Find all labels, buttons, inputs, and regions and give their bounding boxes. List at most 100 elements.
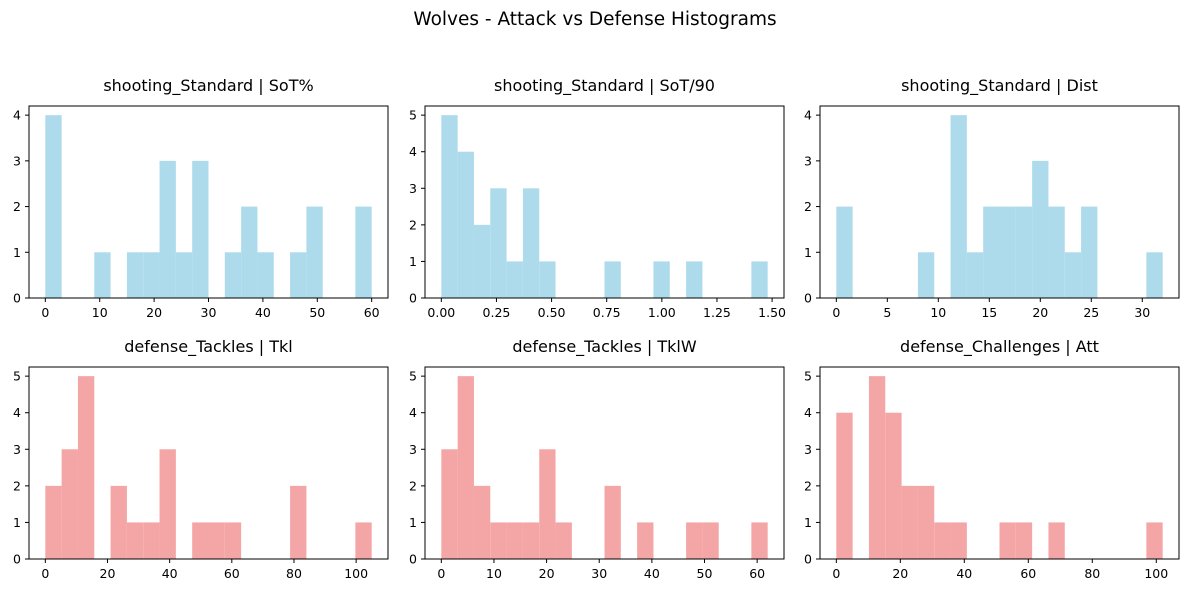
y-tick-label: 5 [804, 369, 812, 384]
x-tick-label: 60 [1020, 566, 1036, 581]
y-tick-label: 0 [409, 552, 417, 567]
histogram-bar [126, 252, 144, 298]
histogram-bar [224, 252, 242, 298]
x-tick-label: 20 [1032, 305, 1048, 320]
x-tick-label: 0.00 [427, 305, 455, 320]
histogram-bar [192, 160, 209, 298]
histogram-bar [159, 449, 176, 559]
histogram-bar [1032, 160, 1049, 298]
y-tick-label: 3 [13, 442, 21, 457]
y-tick-label: 5 [409, 108, 417, 123]
x-tick-label: 80 [286, 566, 302, 581]
histogram-bar [473, 224, 491, 298]
y-tick-label: 3 [409, 181, 417, 196]
histogram-bar [901, 485, 918, 559]
subplot-challenges-att: defense_Challenges | Att 0 20 40 60 80 100 0 1 2 3… [804, 337, 1180, 581]
x-tick-label: 60 [364, 305, 380, 320]
x-tick-label: 0.25 [483, 305, 511, 320]
x-tick-label: 30 [591, 566, 607, 581]
y-tick-label: 1 [804, 245, 812, 260]
y-tick-label: 4 [409, 144, 417, 159]
y-tick-label: 2 [804, 478, 812, 493]
subplot-tklw: defense_Tackles | TklW 0 10 20 30 40 50 60 0 1 2 3 4… [409, 337, 785, 581]
subplot-tkl: defense_Tackles | Tkl 0 20 40 60 80 100 0 1 2 3 4 5 [13, 337, 389, 581]
y-tick-label: 3 [804, 442, 812, 457]
y-tick-label: 2 [409, 478, 417, 493]
y-tick-label: 5 [409, 369, 417, 384]
histogram-bar [604, 261, 621, 298]
subplot-title: shooting_Standard | SoT/90 [494, 76, 715, 96]
axes-frame [819, 105, 1180, 299]
subplot-title: shooting_Standard | SoT% [103, 76, 313, 96]
histogram-bar [1048, 522, 1065, 559]
histogram-bar [490, 522, 507, 559]
histogram-bar [257, 252, 274, 298]
histogram-bar [751, 522, 768, 559]
subplot-sot-pct: shooting_Standard | SoT% 0 10 20 30 40 50 60 0 1 2… [13, 76, 389, 320]
histogram-bar [143, 252, 160, 298]
histogram-bar [473, 485, 491, 559]
y-tick-label: 3 [409, 442, 417, 457]
y-tick-label: 2 [409, 217, 417, 232]
y-tick-label: 0 [804, 291, 812, 306]
x-tick-label: 20 [146, 305, 162, 320]
x-tick-label: 30 [201, 305, 217, 320]
histogram-bar [506, 522, 523, 559]
x-tick-label: 50 [697, 566, 713, 581]
x-tick-label: 1.50 [758, 305, 786, 320]
y-tick-label: 1 [409, 515, 417, 530]
x-tick-label: 40 [162, 566, 178, 581]
histogram-bar [950, 522, 967, 559]
axes-frame [424, 105, 785, 299]
x-tick-label: 20 [100, 566, 116, 581]
y-tick-label: 0 [13, 291, 21, 306]
x-tick-label: 20 [539, 566, 555, 581]
x-tick-label: 10 [486, 566, 502, 581]
histogram-bar [1064, 252, 1082, 298]
histogram-bar [1146, 252, 1163, 298]
histogram-bar [77, 376, 95, 559]
histogram-bar [175, 252, 193, 298]
histogram-bar [836, 412, 853, 559]
histogram-bar [61, 449, 78, 559]
x-tick-label: 80 [1084, 566, 1100, 581]
x-tick-label: 100 [344, 566, 368, 581]
y-tick-label: 1 [409, 254, 417, 269]
x-tick-label: 5 [883, 305, 891, 320]
histogram-bar [1081, 206, 1098, 298]
histogram-bar [110, 485, 127, 559]
subplot-title: defense_Tackles | Tkl [124, 337, 292, 357]
x-tick-label: 0.75 [593, 305, 621, 320]
histogram-bar [885, 412, 902, 559]
x-tick-label: 10 [92, 305, 108, 320]
histogram-bar [143, 522, 160, 559]
histogram-bar [159, 160, 176, 298]
histogram-bar [192, 522, 209, 559]
histogram-bar [917, 485, 935, 559]
subplots-container: shooting_Standard | SoT%0 10 20 30 40 50 60012… [13, 76, 1180, 581]
histogram-bar [208, 522, 225, 559]
axes-frame [28, 366, 389, 560]
x-tick-label: 40 [956, 566, 972, 581]
histogram-bar [836, 206, 853, 298]
axes-frame [424, 366, 785, 560]
y-tick-label: 0 [804, 552, 812, 567]
figure-title: Wolves - Attack vs Defense Histograms [413, 9, 776, 30]
x-tick-label: 20 [892, 566, 908, 581]
axes-frame [819, 366, 1180, 560]
histogram-bar [1048, 206, 1065, 298]
histogram-bar [355, 522, 372, 559]
y-tick-label: 4 [13, 108, 21, 123]
histogram-bar [604, 485, 621, 559]
histogram-bar [522, 522, 540, 559]
x-tick-label: 60 [224, 566, 240, 581]
histogram-bar [1146, 522, 1163, 559]
y-tick-label: 4 [13, 405, 21, 420]
histogram-bar [539, 449, 556, 559]
y-tick-label: 0 [13, 552, 21, 567]
histogram-bar [653, 261, 670, 298]
histogram-bar [355, 206, 372, 298]
x-tick-label: 50 [309, 305, 325, 320]
histogram-bar [934, 522, 951, 559]
